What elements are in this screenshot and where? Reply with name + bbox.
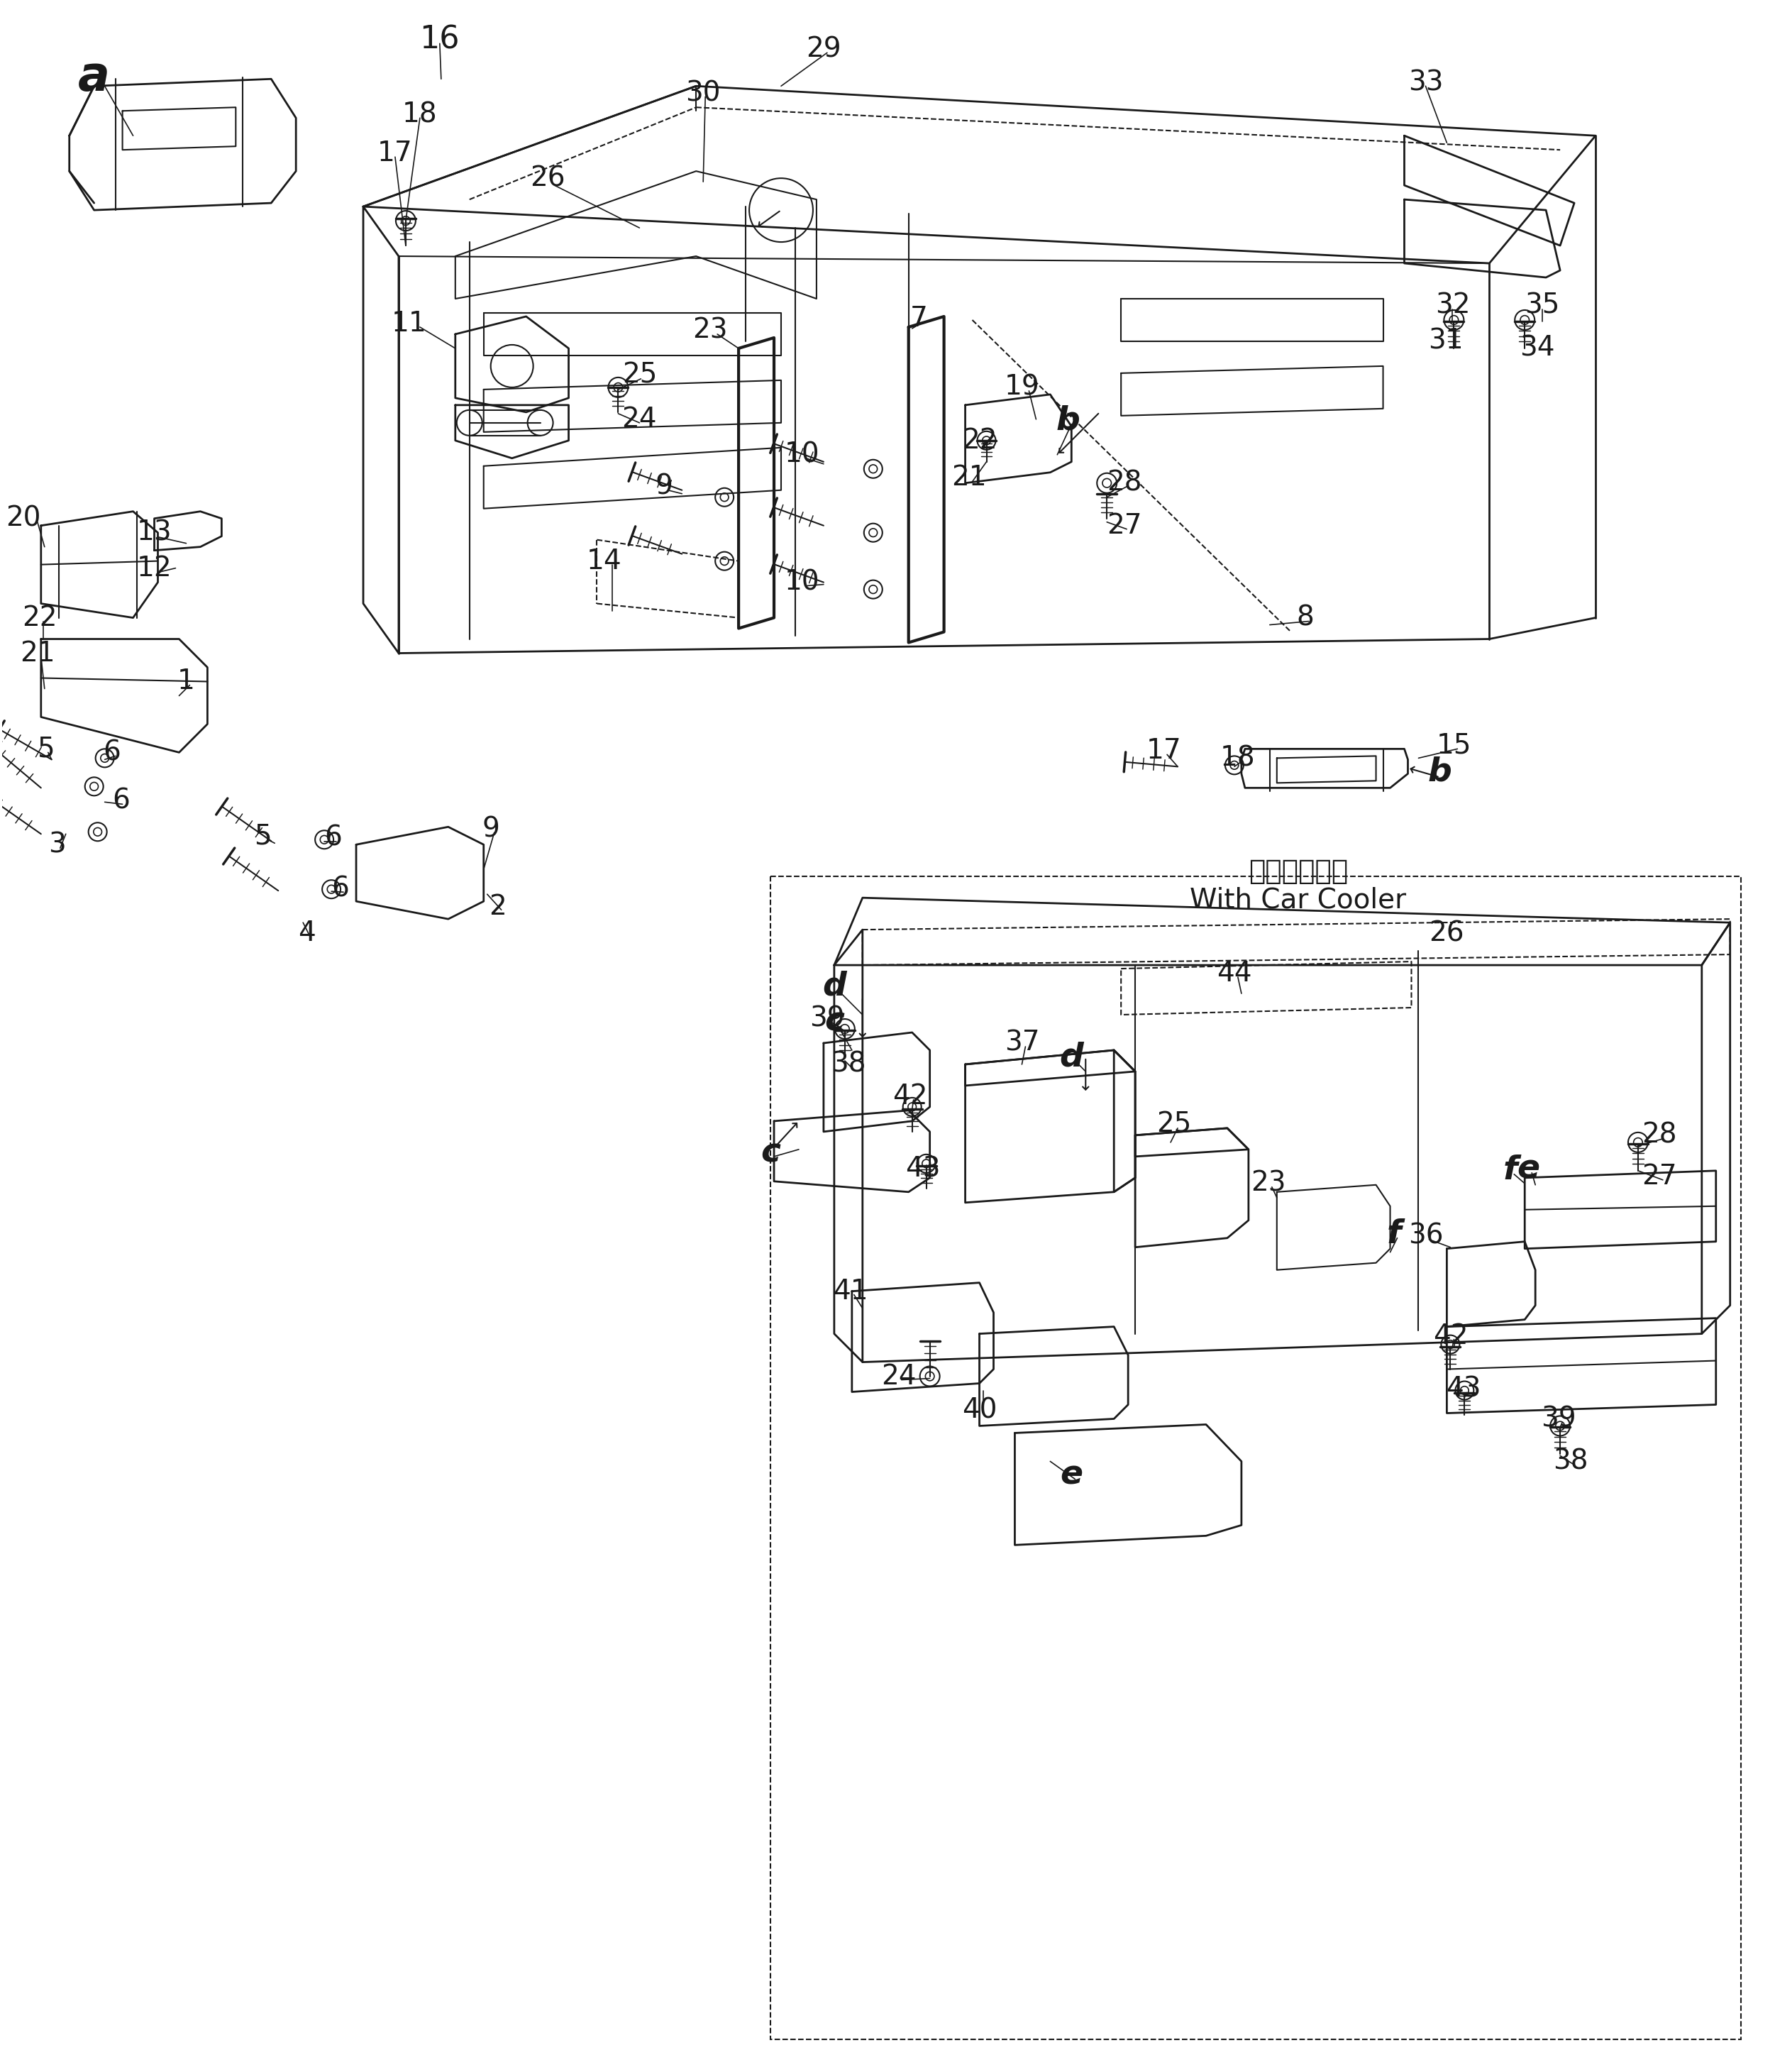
Text: 28: 28 xyxy=(1642,1121,1677,1148)
Text: 20: 20 xyxy=(5,506,41,533)
Text: カークーラ付: カークーラ付 xyxy=(1248,858,1347,885)
Text: 23: 23 xyxy=(1251,1171,1285,1198)
Text: 10: 10 xyxy=(785,441,820,468)
Text: 3: 3 xyxy=(48,831,66,858)
Text: 6: 6 xyxy=(103,740,121,767)
Text: 24: 24 xyxy=(621,406,657,433)
Text: 10: 10 xyxy=(785,570,820,597)
Text: e: e xyxy=(1060,1459,1083,1492)
Text: 27: 27 xyxy=(1642,1162,1677,1189)
Text: With Car Cooler: With Car Cooler xyxy=(1189,887,1406,914)
Text: 8: 8 xyxy=(1296,605,1314,632)
Text: 9: 9 xyxy=(481,816,499,843)
Text: 19: 19 xyxy=(1005,373,1040,400)
Text: 39: 39 xyxy=(809,1005,845,1032)
Text: 38: 38 xyxy=(831,1051,866,1077)
Text: 23: 23 xyxy=(692,317,728,344)
Text: 25: 25 xyxy=(621,363,657,390)
Text: d: d xyxy=(1060,1042,1083,1073)
Text: 2: 2 xyxy=(490,893,506,920)
Text: 30: 30 xyxy=(685,79,721,106)
Bar xyxy=(770,876,1741,2039)
Text: 4: 4 xyxy=(298,920,316,947)
Text: 5: 5 xyxy=(37,736,55,762)
Text: 25: 25 xyxy=(1157,1111,1191,1138)
Text: 17: 17 xyxy=(378,141,414,168)
Text: 31: 31 xyxy=(1427,327,1463,354)
Text: 6: 6 xyxy=(112,787,130,814)
Text: 43: 43 xyxy=(1445,1376,1480,1403)
Text: c: c xyxy=(760,1138,781,1169)
Text: 40: 40 xyxy=(962,1397,998,1423)
Text: f: f xyxy=(1386,1218,1400,1251)
Text: 29: 29 xyxy=(806,35,841,62)
Text: 24: 24 xyxy=(880,1363,916,1390)
Text: 1: 1 xyxy=(178,667,195,694)
Text: 6: 6 xyxy=(332,874,350,901)
Text: 42: 42 xyxy=(1432,1322,1468,1349)
Text: 15: 15 xyxy=(1436,731,1471,758)
Text: 9: 9 xyxy=(655,472,673,499)
Text: f: f xyxy=(1503,1154,1518,1187)
Text: 35: 35 xyxy=(1525,292,1560,319)
Text: 26: 26 xyxy=(529,166,564,193)
Text: 28: 28 xyxy=(1108,470,1141,497)
Text: 12: 12 xyxy=(137,555,172,582)
Text: b: b xyxy=(1056,404,1079,437)
Text: e: e xyxy=(1518,1154,1539,1185)
Text: 22: 22 xyxy=(21,605,57,632)
Text: 18: 18 xyxy=(403,102,437,128)
Text: 21: 21 xyxy=(20,640,55,667)
Text: 26: 26 xyxy=(1429,920,1464,947)
Text: c: c xyxy=(824,1005,845,1038)
Text: 39: 39 xyxy=(1541,1405,1576,1432)
Text: 18: 18 xyxy=(1219,744,1255,771)
Text: a: a xyxy=(78,54,110,102)
Text: 22: 22 xyxy=(962,427,998,454)
Text: 33: 33 xyxy=(1408,68,1443,95)
Text: 16: 16 xyxy=(419,25,460,56)
Text: 42: 42 xyxy=(893,1084,928,1111)
Text: 5: 5 xyxy=(254,823,272,850)
Text: b: b xyxy=(1427,756,1452,787)
Text: 43: 43 xyxy=(905,1156,941,1183)
Text: 36: 36 xyxy=(1408,1222,1443,1249)
Text: 6: 6 xyxy=(325,825,343,852)
Text: 41: 41 xyxy=(832,1278,868,1305)
Text: 37: 37 xyxy=(1005,1030,1040,1057)
Text: d: d xyxy=(822,970,847,1003)
Text: 27: 27 xyxy=(1108,512,1141,539)
Text: 38: 38 xyxy=(1553,1448,1589,1475)
Text: 44: 44 xyxy=(1218,959,1251,986)
Text: 13: 13 xyxy=(137,520,172,547)
Text: 32: 32 xyxy=(1434,292,1470,319)
Text: 17: 17 xyxy=(1147,738,1180,765)
Text: 34: 34 xyxy=(1519,336,1555,363)
Text: 14: 14 xyxy=(586,547,621,574)
Text: 7: 7 xyxy=(911,305,928,332)
Text: 21: 21 xyxy=(951,464,987,491)
Text: 11: 11 xyxy=(392,311,428,338)
